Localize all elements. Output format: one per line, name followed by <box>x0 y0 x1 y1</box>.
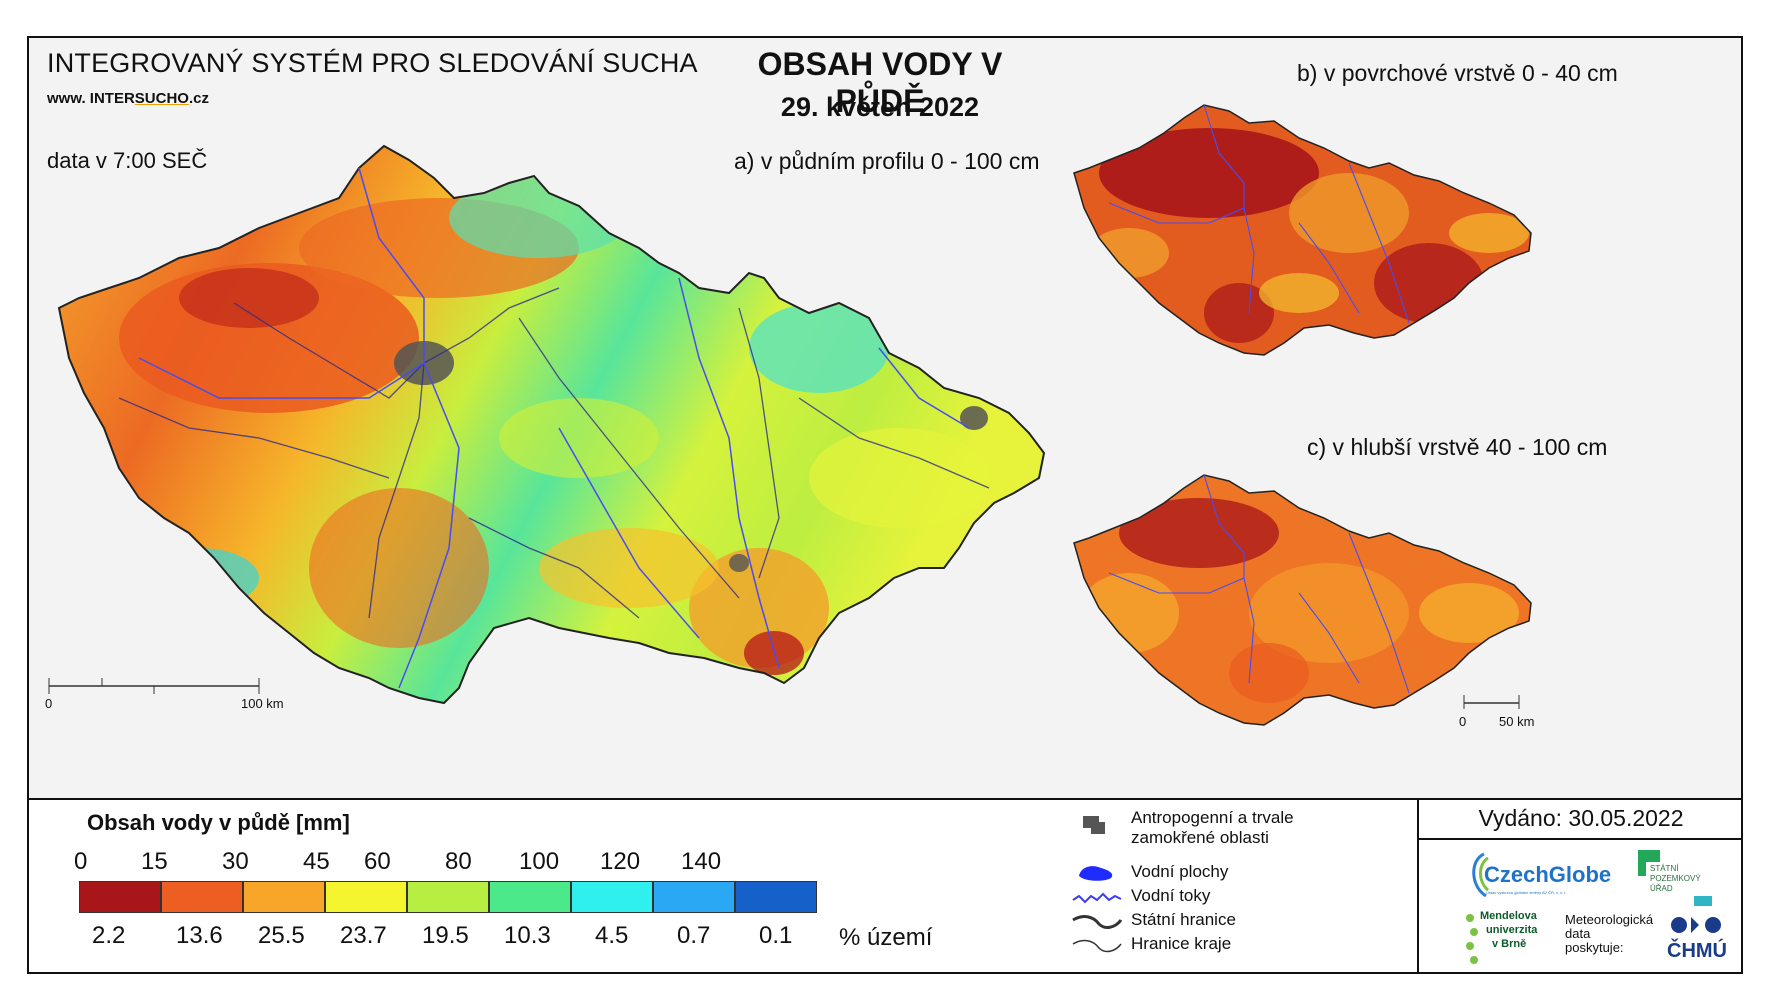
legend-region-border: Hranice kraje <box>1131 934 1232 953</box>
legend-swatch <box>489 881 571 913</box>
legend-tick: 60 <box>364 848 391 875</box>
legend-percent: 23.7 <box>340 922 387 949</box>
map-frame: INTEGROVANÝ SYSTÉM PRO SLEDOVÁNÍ SUCHA w… <box>27 36 1743 974</box>
legend-swatch <box>735 881 817 913</box>
legend-percent: 0.1 <box>759 922 793 949</box>
legend-tick: 120 <box>600 848 641 875</box>
vertical-separator <box>1417 800 1419 974</box>
mendel-text-2: univerzita <box>1486 924 1538 936</box>
scale-end-main: 100 km <box>241 696 284 711</box>
anthropogenic-area-icon <box>1083 816 1105 834</box>
mendel-text-3: v Brně <box>1492 938 1527 950</box>
spu-text-2: POZEMKOVÝ <box>1650 874 1701 883</box>
spu-text-3: ÚŘAD <box>1650 884 1673 893</box>
legend-swatch <box>243 881 325 913</box>
spu-text-1: STÁTNÍ <box>1650 864 1679 873</box>
page-title: OBSAH VODY V PŮDĚ <box>757 46 1003 119</box>
water-body-icon <box>1079 866 1113 881</box>
legend-state-border: Státní hranice <box>1131 910 1236 929</box>
scale-zero-small: 0 <box>1459 714 1467 729</box>
mendel-dots-icon <box>1464 908 1478 972</box>
region-border-icon <box>1072 939 1122 953</box>
czechglobe-logo[interactable]: CzechGlobe Ústav výzkumu globální změny … <box>1464 846 1614 906</box>
chmu-text-2: data <box>1565 926 1591 941</box>
chmu-text-1: Meteorologická <box>1565 912 1654 927</box>
scale-zero-main: 0 <box>45 696 53 711</box>
legend-panel: Obsah vody v půdě [mm] 0 15 30 45 60 80 … <box>29 800 1741 972</box>
chmu-text-3: poskytuje: <box>1565 940 1624 955</box>
legend-swatch <box>571 881 653 913</box>
spu-mark-icon <box>1638 850 1660 862</box>
subtitle-c: c) v hlubší vrstvě 40 - 100 cm <box>1307 434 1608 460</box>
legend-water-bodies: Vodní plochy <box>1131 862 1229 881</box>
spu-mark-icon-2 <box>1638 862 1646 876</box>
subtitle-a: a) v půdním profilu 0 - 100 cm <box>734 148 1040 174</box>
legend-percent: 2.2 <box>92 922 126 949</box>
chmu-text: ČHMÚ <box>1667 940 1727 962</box>
legend-percent: 4.5 <box>595 922 629 949</box>
map-date: 29. květen 2022 <box>780 92 980 122</box>
legend-percent: 0.7 <box>677 922 711 949</box>
river-icon <box>1072 892 1122 904</box>
legend-tick: 0 <box>74 848 88 875</box>
mendel-text-1: Mendelova <box>1480 910 1537 922</box>
legend-tick: 140 <box>681 848 722 875</box>
map-c-deep <box>1073 474 1532 726</box>
chmu-logo[interactable]: Meteorologická data poskytuje: ČHMÚ <box>1565 912 1735 972</box>
chmu-mark-icon <box>1671 917 1721 933</box>
legend-percent: 19.5 <box>422 922 469 949</box>
legend-swatch <box>79 881 161 913</box>
map-a-profile <box>48 145 1045 704</box>
legend-swatch <box>325 881 407 913</box>
legend-swatch <box>653 881 735 913</box>
divider <box>29 798 1741 800</box>
spu-teal-icon <box>1694 896 1712 906</box>
horizontal-separator <box>1419 838 1743 840</box>
map-b-surface <box>1073 104 1532 356</box>
legend-tick: 100 <box>519 848 560 875</box>
legend-percent: 25.5 <box>258 922 305 949</box>
legend-tick: 80 <box>445 848 472 875</box>
legend-tick: 15 <box>141 848 168 875</box>
czechglobe-mark-icon <box>1472 852 1490 898</box>
legend-swatch <box>407 881 489 913</box>
data-time: data v 7:00 SEČ <box>47 148 208 173</box>
system-title: INTEGROVANÝ SYSTÉM PRO SLEDOVÁNÍ SUCHA <box>47 48 698 78</box>
legend-percent: 13.6 <box>176 922 223 949</box>
state-border-icon <box>1072 915 1123 929</box>
czechglobe-text: CzechGlobe <box>1484 862 1612 887</box>
legend-swatch <box>161 881 243 913</box>
legend-title: Obsah vody v půdě [mm] <box>87 810 350 835</box>
legend-tick: 45 <box>303 848 330 875</box>
spu-logo[interactable]: STÁTNÍ POZEMKOVÝ ÚŘAD <box>1636 850 1716 908</box>
scale-end-small: 50 km <box>1499 714 1535 729</box>
legend-percent: 10.3 <box>504 922 551 949</box>
legend-rivers: Vodní toky <box>1131 886 1211 905</box>
czechglobe-subtext: Ústav výzkumu globální změny AV ČR, v. v… <box>1486 890 1567 895</box>
legend-anthropogenic: Antropogenní a trvale zamokřené oblasti <box>1131 808 1294 847</box>
legend-percent-unit: % území <box>839 924 933 951</box>
subtitle-b: b) v povrchové vrstvě 0 - 40 cm <box>1297 60 1618 86</box>
issued-date: Vydáno: 30.05.2022 <box>1478 805 1684 831</box>
legend-tick: 30 <box>222 848 249 875</box>
website-link[interactable]: www. INTERSUCHO.cz <box>47 90 209 107</box>
mendel-logo[interactable]: Mendelova univerzita v Brně <box>1464 908 1564 972</box>
